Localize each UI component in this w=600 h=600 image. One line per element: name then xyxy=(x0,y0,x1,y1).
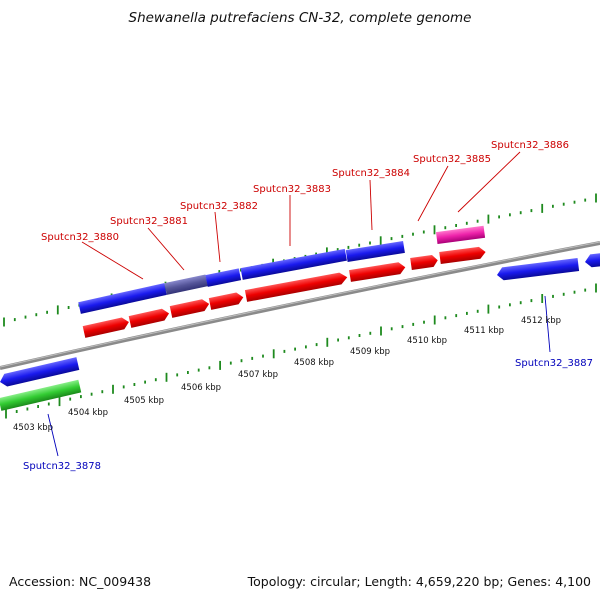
forward-gene-labels: Sputcn32_3880 Sputcn32_3881 Sputcn32_388… xyxy=(41,140,569,243)
reverse-gene-row xyxy=(0,251,600,411)
gene-right-edge-arrow[interactable] xyxy=(584,251,600,268)
cds-arrow[interactable] xyxy=(244,271,348,302)
cds-arrow[interactable] xyxy=(82,316,131,338)
gene-label[interactable]: Sputcn32_3883 xyxy=(253,184,331,195)
gene-label[interactable]: Sputcn32_3881 xyxy=(110,216,188,227)
gene-label[interactable]: Sputcn32_3882 xyxy=(180,201,258,212)
gene-sputcn32-3881-bar[interactable] xyxy=(164,274,208,295)
gene-sputcn32-3887-arrow[interactable] xyxy=(496,258,580,281)
label-leaders xyxy=(47,151,551,457)
gene-label[interactable]: Sputcn32_3878 xyxy=(23,461,101,472)
gene-label[interactable]: Sputcn32_3884 xyxy=(332,168,410,179)
gene-label[interactable]: Sputcn32_3880 xyxy=(41,232,119,243)
kbp-label: 4504 kbp xyxy=(68,408,108,418)
gene-left-edge-arrow[interactable] xyxy=(0,357,80,388)
map-title: Shewanella putrefaciens CN-32, complete … xyxy=(128,10,472,26)
cds-sputcn32-3878-bar[interactable] xyxy=(0,379,82,411)
gene-label[interactable]: Sputcn32_3886 xyxy=(491,140,569,151)
gene-label[interactable]: Sputcn32_3887 xyxy=(515,358,593,369)
kbp-label: 4507 kbp xyxy=(238,370,278,380)
kbp-label: 4505 kbp xyxy=(124,396,164,406)
kbp-label: 4512 kbp xyxy=(521,316,561,326)
cds-arrow[interactable] xyxy=(128,307,171,328)
genome-backbone-highlight xyxy=(0,241,600,368)
reverse-gene-labels: Sputcn32_3878 Sputcn32_3887 xyxy=(23,358,593,472)
kbp-label: 4508 kbp xyxy=(294,358,334,368)
cds-arrow[interactable] xyxy=(410,254,438,270)
topology-text: Topology: circular; Length: 4,659,220 bp… xyxy=(247,574,591,589)
gene-sputcn32-3884-bar[interactable] xyxy=(345,241,405,262)
cds-arrow[interactable] xyxy=(439,246,486,264)
kbp-label: 4511 kbp xyxy=(464,326,504,336)
cds-arrow[interactable] xyxy=(208,291,245,310)
kbp-label: 4503 kbp xyxy=(13,423,53,433)
cds-arrow[interactable] xyxy=(169,298,211,318)
kbp-label: 4509 kbp xyxy=(350,347,390,357)
gene-sputcn32-3880-bar[interactable] xyxy=(78,283,167,314)
genome-backbone xyxy=(0,241,600,370)
inner-tick-row xyxy=(5,283,597,419)
kbp-scale-labels: 4503 kbp 4504 kbp 4505 kbp 4506 kbp 4507… xyxy=(13,316,561,433)
cds-arrow[interactable] xyxy=(349,261,406,282)
gene-sputcn32-3885-bar[interactable] xyxy=(435,225,486,244)
forward-cds-row xyxy=(82,246,486,338)
accession-text: Accession: NC_009438 xyxy=(9,574,152,589)
gene-sputcn32-3883-bar[interactable] xyxy=(240,248,347,280)
kbp-label: 4506 kbp xyxy=(181,383,221,393)
gene-sputcn32-3882-bar[interactable] xyxy=(205,268,242,287)
gene-label[interactable]: Sputcn32_3885 xyxy=(413,154,491,165)
forward-gene-row xyxy=(78,225,486,314)
kbp-label: 4510 kbp xyxy=(407,336,447,346)
